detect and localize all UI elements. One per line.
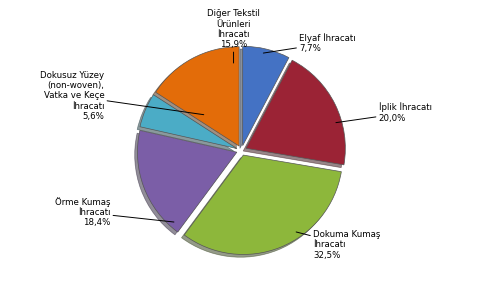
Text: İplik İhracatı
20,0%: İplik İhracatı 20,0%: [336, 102, 432, 123]
Wedge shape: [156, 47, 239, 146]
Wedge shape: [184, 155, 341, 254]
Text: Elyaf İhracatı
7,7%: Elyaf İhracatı 7,7%: [263, 33, 356, 53]
Wedge shape: [246, 60, 345, 165]
Text: Örme Kumaş
İhracatı
18,4%: Örme Kumaş İhracatı 18,4%: [55, 197, 174, 228]
Text: Dokusuz Yüzey
(non-woven),
Vatka ve Keçe
İhracatı
5,6%: Dokusuz Yüzey (non-woven), Vatka ve Keçe…: [40, 70, 204, 121]
Wedge shape: [140, 95, 237, 148]
Text: Dokuma Kumaş
İhracatı
32,5%: Dokuma Kumaş İhracatı 32,5%: [296, 230, 381, 260]
Text: Diğer Tekstil
Ürünleri
İhracatı
15,9%: Diğer Tekstil Ürünleri İhracatı 15,9%: [207, 9, 260, 63]
Wedge shape: [138, 130, 237, 232]
Wedge shape: [242, 46, 289, 146]
